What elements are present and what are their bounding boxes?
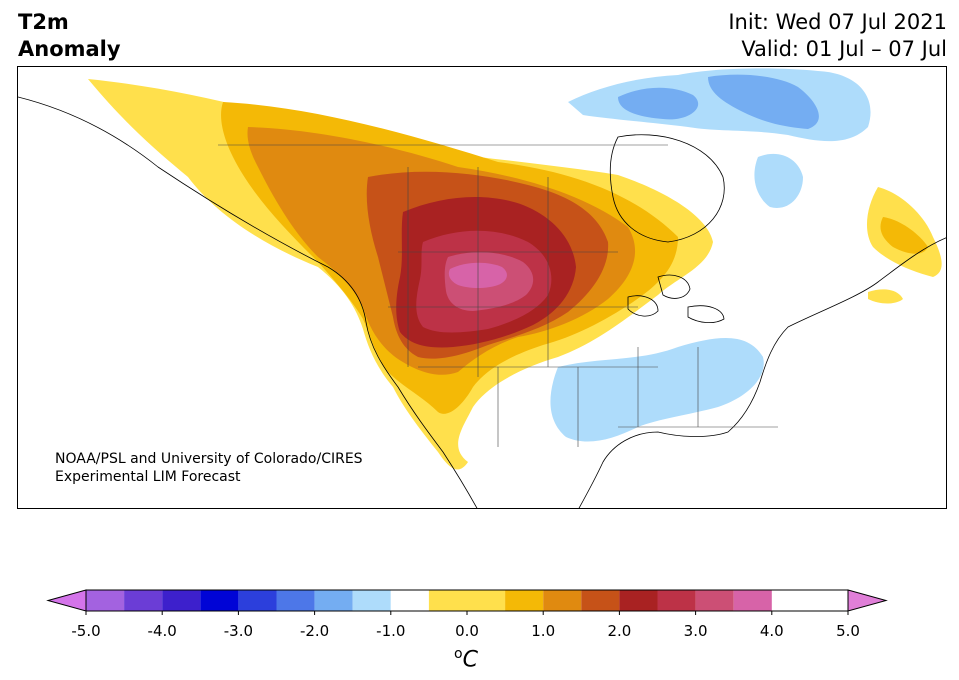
pacific-coast (18, 96, 478, 508)
colorbar-bins (46, 589, 888, 612)
state-borders (218, 144, 778, 447)
great-lakes (627, 274, 725, 323)
colorbar-bin (162, 590, 201, 611)
colorbar-bin (200, 590, 239, 611)
colorbar-tick-label: 3.0 (684, 622, 708, 640)
anomaly-title: Anomaly (18, 37, 121, 61)
colorbar-tick-label: -4.0 (148, 622, 177, 640)
valid-range: Valid: 01 Jul – 07 Jul (741, 37, 947, 61)
colorbar-tick-label: 1.0 (531, 622, 555, 640)
cool-band-north-inner (618, 74, 819, 129)
colorbar-bin (86, 590, 125, 611)
anomaly-map (18, 68, 946, 508)
title-left: T2m Anomaly (18, 9, 121, 63)
colorbar-bin (390, 590, 429, 611)
colorbar-bin (695, 590, 734, 611)
colorbar-tick-label: 5.0 (836, 622, 860, 640)
colorbar-bin (505, 590, 544, 611)
credit-text: NOAA/PSL and University of Colorado/CIRE… (55, 450, 363, 486)
colorbar-tick-label: 2.0 (607, 622, 631, 640)
cool-band-southeast (550, 337, 764, 442)
atlantic-coast (578, 237, 946, 508)
title-right: Init: Wed 07 Jul 2021 Valid: 01 Jul – 07… (728, 9, 947, 63)
colorbar-tick-label: 0.0 (455, 622, 479, 640)
cool-band-east-canada (754, 153, 803, 208)
colorbar-ticks: -5.0 -4.0 -3.0 -2.0 -1.0 0.0 1.0 2.0 3.0 4.0 5.0 (71, 611, 860, 640)
colorbar-under-extend (46, 589, 87, 612)
colorbar-tick-label: -2.0 (300, 622, 329, 640)
map-panel (17, 66, 947, 509)
warm-band-atlantic-inner (880, 217, 928, 254)
colorbar-bin (657, 590, 696, 611)
credit-line-2: Experimental LIM Forecast (55, 469, 241, 485)
variable-title: T2m (18, 10, 69, 34)
colorbar-unit: oC (454, 641, 478, 673)
unit-degree: o (454, 646, 463, 662)
colorbar-bin (428, 590, 506, 611)
colorbar-tick-label: 4.0 (760, 622, 784, 640)
colorbar-tick-label: -5.0 (71, 622, 100, 640)
colorbar-tick-label: -1.0 (376, 622, 405, 640)
init-date: Init: Wed 07 Jul 2021 (728, 10, 947, 34)
colorbar: -5.0 -4.0 -3.0 -2.0 -1.0 0.0 1.0 2.0 3.0 4.0 5.0 (46, 589, 888, 640)
colorbar-tick-label: -3.0 (224, 622, 253, 640)
colorbar-bin (124, 590, 163, 611)
colorbar-bin (314, 590, 353, 611)
colorbar-bin (238, 590, 277, 611)
colorbar-bin (352, 590, 391, 611)
colorbar-bin (276, 590, 315, 611)
hudson-bay-coast (609, 134, 725, 243)
colorbar-over-extend (847, 589, 888, 612)
unit-celsius: C (462, 647, 478, 673)
colorbar-bin (543, 590, 582, 611)
colorbar-bin (619, 590, 658, 611)
colorbar-bin (733, 590, 772, 611)
credit-line-1: NOAA/PSL and University of Colorado/CIRE… (55, 451, 363, 467)
warm-band-nova-scotia (868, 289, 903, 304)
colorbar-bin (581, 590, 620, 611)
